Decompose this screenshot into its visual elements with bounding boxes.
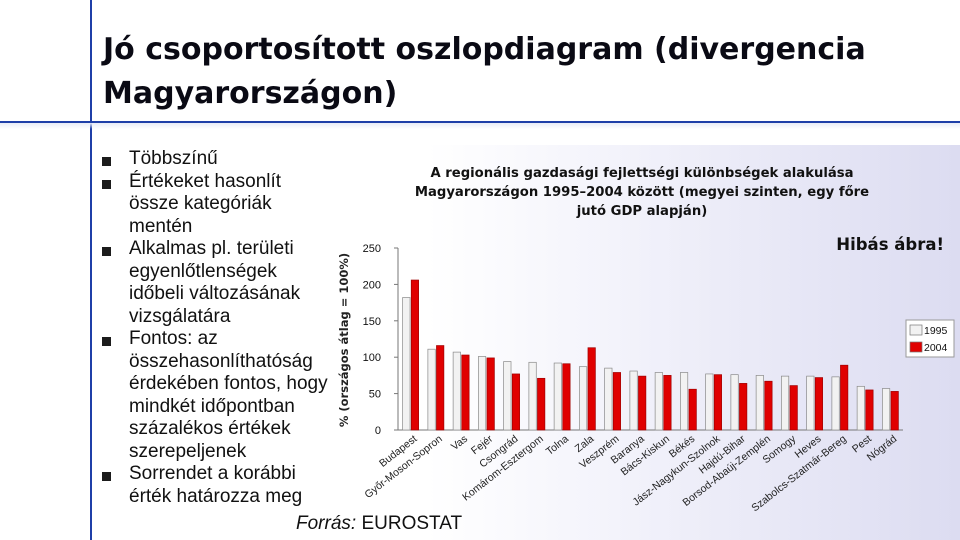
square-bullet-icon: [102, 157, 111, 166]
legend-label-2004: 2004: [924, 342, 948, 354]
bar-2004: [663, 375, 672, 431]
y-tick-label: 0: [375, 425, 381, 437]
chart-title-line: Magyarországon 1995–2004 között (megyei …: [415, 184, 869, 200]
square-bullet-icon: [102, 247, 111, 256]
chart-title-line: jutó GDP alapján): [576, 203, 707, 219]
source-value: EUROSTAT: [356, 513, 463, 534]
y-axis-label: % (országos átlag = 100%): [337, 253, 351, 427]
chart-panel: [333, 145, 960, 540]
bar-1995: [856, 385, 865, 431]
bullet-text: Fontos: az összehasonlíthatóság érdekébe…: [129, 328, 328, 462]
bar-1995: [452, 351, 461, 431]
bar-2004: [814, 377, 823, 431]
bullet-list: Többszínű Értékeket hasonlít össze kateg…: [102, 148, 332, 508]
bar-1995: [755, 375, 764, 431]
bar-2004: [789, 385, 798, 431]
bar-2004: [410, 279, 419, 431]
bar-1995: [730, 374, 739, 431]
bar-1995: [503, 361, 512, 431]
bar-2004: [486, 357, 495, 431]
bar-1995: [604, 367, 613, 431]
bar-2004: [562, 363, 571, 431]
bar-1995: [579, 366, 588, 431]
bar-2004: [840, 364, 849, 431]
bar-2004: [587, 347, 596, 431]
source-note: Forrás: EUROSTAT: [296, 513, 462, 535]
y-tick-label: 150: [363, 316, 381, 328]
bar-2004: [461, 354, 470, 431]
legend-swatch-2004: [909, 341, 923, 353]
bar-1995: [478, 356, 487, 431]
bar-2004: [511, 373, 520, 431]
title-underline-shade: [0, 123, 960, 129]
bar-2004: [865, 389, 874, 431]
square-bullet-icon: [102, 472, 111, 481]
bar-2004: [764, 380, 773, 431]
bar-2004: [612, 372, 621, 431]
bullet-item: Értékeket hasonlít össze kategóriák ment…: [102, 171, 332, 239]
y-tick-label: 50: [369, 389, 381, 401]
legend-label-1995: 1995: [924, 325, 948, 337]
bullet-text: Sorrendet a korábbi érték határozza meg: [129, 463, 303, 507]
y-tick-label: 100: [363, 352, 381, 364]
bar-1995: [882, 388, 891, 431]
bullet-text: Többszínű: [129, 148, 218, 169]
legend-swatch-1995: [909, 324, 923, 336]
bullet-text: Alkalmas pl. területi egyenlőtlenségek i…: [129, 238, 301, 327]
bar-1995: [427, 348, 436, 431]
bar-1995: [781, 375, 790, 431]
bullet-text: Értékeket hasonlít össze kategóriák ment…: [129, 170, 282, 237]
square-bullet-icon: [102, 179, 111, 189]
bar-1995: [629, 370, 638, 431]
bar-1995: [528, 361, 537, 431]
bullet-item: Fontos: az összehasonlíthatóság érdekébe…: [102, 328, 332, 463]
bar-1995: [705, 373, 714, 431]
x-tick-label: Vas: [449, 433, 470, 453]
bar-1995: [553, 362, 562, 431]
bar-1995: [402, 297, 411, 431]
bar-2004: [638, 375, 647, 431]
y-tick-label: 250: [363, 243, 381, 255]
bar-2004: [890, 391, 899, 431]
source-label: Forrás:: [296, 513, 357, 534]
bullet-item: Többszínű: [102, 148, 332, 171]
chart-title-line: A regionális gazdasági fejlettségi külön…: [430, 165, 853, 181]
bar-2004: [436, 345, 445, 431]
bar-1995: [831, 376, 840, 431]
bar-2004: [688, 388, 697, 431]
error-annotation: Hibás ábra!: [836, 235, 944, 254]
vertical-accent-line: [90, 0, 92, 540]
y-tick-label: 200: [363, 279, 381, 291]
bar-1995: [654, 372, 663, 431]
bar-2004: [537, 377, 546, 431]
horizontal-accent-line: [0, 121, 960, 123]
bar-2004: [713, 374, 722, 431]
square-bullet-icon: [102, 337, 111, 346]
slide-title: Jó csoportosított oszlopdiagram (diverge…: [103, 32, 866, 111]
bar-1995: [806, 375, 815, 431]
x-tick-label: Tolna: [544, 433, 571, 458]
bullet-item: Alkalmas pl. területi egyenlőtlenségek i…: [102, 238, 332, 328]
bar-1995: [680, 372, 689, 431]
bar-2004: [739, 383, 748, 431]
bullet-item: Sorrendet a korábbi érték határozza meg: [102, 463, 332, 508]
